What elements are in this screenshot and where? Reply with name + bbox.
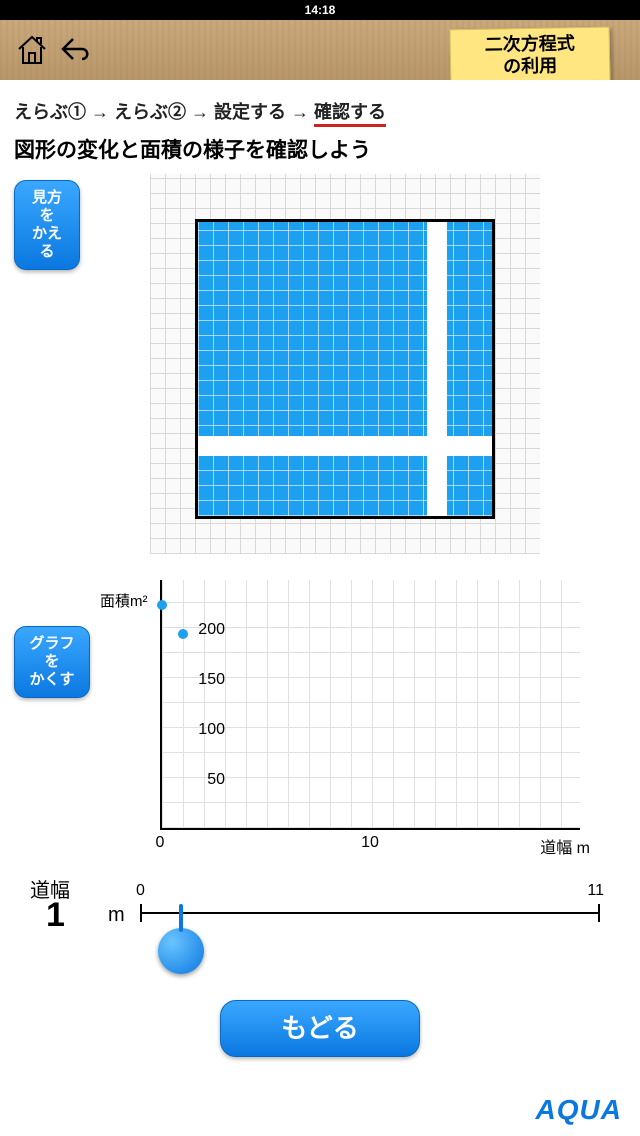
- vertical-road: [427, 222, 447, 516]
- header: 二次方程式 の利用: [0, 20, 640, 80]
- lesson-title: 二次方程式 の利用: [485, 34, 576, 79]
- shape-grid: [150, 174, 540, 554]
- breadcrumb-step4[interactable]: 確認する: [314, 102, 386, 127]
- home-icon[interactable]: [10, 28, 54, 72]
- ytick-50: 50: [207, 771, 225, 789]
- back-icon[interactable]: [54, 28, 98, 72]
- xtick-10: 10: [361, 834, 379, 852]
- chart-plot: [160, 580, 580, 830]
- slider-min: 0: [136, 882, 145, 900]
- status-bar: 14:18: [0, 0, 640, 20]
- slider-max: 11: [587, 882, 604, 900]
- chart-ylabel: 面積m²: [100, 590, 148, 611]
- slider-track[interactable]: [140, 900, 600, 930]
- change-view-button[interactable]: 見方を かえる: [14, 180, 80, 270]
- slider-value: 1: [46, 896, 65, 935]
- breadcrumb-step3[interactable]: 設定する: [214, 102, 286, 122]
- slider-unit: m: [108, 904, 125, 927]
- chart-xlabel: 道幅 m: [540, 834, 590, 858]
- hide-graph-button[interactable]: グラフを かくす: [14, 626, 90, 698]
- slider-thumb[interactable]: [158, 928, 204, 974]
- ytick-200: 200: [198, 621, 225, 639]
- back-button[interactable]: もどる: [220, 1000, 420, 1057]
- horizontal-road: [198, 436, 492, 456]
- chart-point-0: [157, 600, 167, 610]
- breadcrumb: えらぶ① → えらぶ② → 設定する → 確認する: [14, 98, 626, 124]
- area-chart: 面積m² 200 150 100 50 0 10 道幅 m: [100, 580, 590, 860]
- road-width-slider: 道幅 1 m 0 11: [30, 870, 610, 980]
- ytick-150: 150: [198, 671, 225, 689]
- page-title: 図形の変化と面積の様子を確認しよう: [14, 134, 626, 164]
- breadcrumb-step2[interactable]: えらぶ②: [114, 102, 186, 122]
- status-time: 14:18: [305, 3, 336, 17]
- brand-logo: AQUA: [536, 1094, 622, 1126]
- shape-square: [195, 219, 495, 519]
- xtick-0: 0: [156, 834, 165, 852]
- ytick-100: 100: [198, 721, 225, 739]
- breadcrumb-step1[interactable]: えらぶ①: [14, 102, 86, 122]
- chart-point-1: [178, 629, 188, 639]
- lesson-title-note: 二次方程式 の利用: [450, 27, 611, 86]
